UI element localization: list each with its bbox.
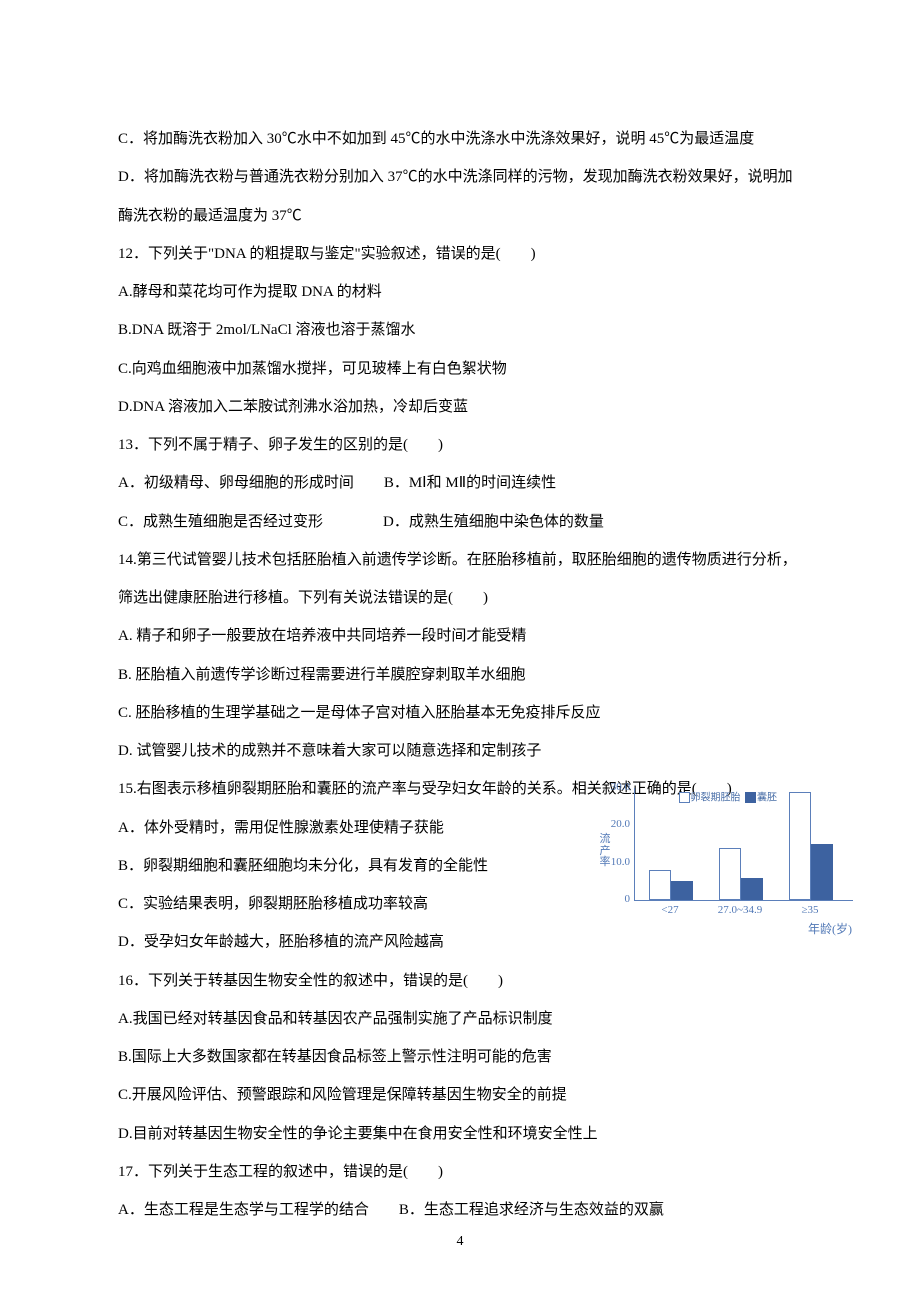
q13-option-ab: A．初级精母、卵母细胞的形成时间 B．MⅠ和 MⅡ的时间连续性: [118, 464, 802, 502]
chart-y-tick: 0: [600, 894, 630, 905]
chart-x-tick: ≥35: [782, 905, 838, 916]
chart-bar: [649, 870, 671, 900]
q16-option-d: D.目前对转基因生物安全性的争论主要集中在食用安全性和环境安全性上: [118, 1115, 802, 1153]
q12-stem: 12．下列关于"DNA 的粗提取与鉴定"实验叙述，错误的是( ): [118, 235, 802, 273]
chart-y-tick: 30.0: [600, 782, 630, 793]
chart-bar: [671, 881, 693, 900]
chart-x-tick: <27: [642, 905, 698, 916]
q17-stem: 17．下列关于生态工程的叙述中，错误的是( ): [118, 1153, 802, 1191]
legend-label-cleavage: 卵裂期胚胎: [691, 792, 741, 803]
document-page: C．将加酶洗衣粉加入 30℃水中不如加到 45℃的水中洗涤水中洗涤效果好，说明 …: [0, 0, 920, 1302]
q12-option-b: B.DNA 既溶于 2mol/LNaCl 溶液也溶于蒸馏水: [118, 311, 802, 349]
q11-option-c: C．将加酶洗衣粉加入 30℃水中不如加到 45℃的水中洗涤水中洗涤效果好，说明 …: [118, 120, 802, 158]
q13-option-cd: C．成熟生殖细胞是否经过变形 D．成熟生殖细胞中染色体的数量: [118, 503, 802, 541]
chart-bar: [811, 844, 833, 900]
q14-option-a: A. 精子和卵子一般要放在培养液中共同培养一段时间才能受精: [118, 617, 802, 655]
q16-option-b: B.国际上大多数国家都在转基因食品标签上警示性注明可能的危害: [118, 1038, 802, 1076]
q16-option-a: A.我国已经对转基因食品和转基因农产品强制实施了产品标识制度: [118, 1000, 802, 1038]
q14-option-b: B. 胚胎植入前遗传学诊断过程需要进行羊膜腔穿刺取羊水细胞: [118, 656, 802, 694]
chart-y-tick: 10.0: [600, 857, 630, 868]
chart-y-tick: 20.0: [600, 819, 630, 830]
legend-swatch-blastocyst: [745, 792, 756, 803]
q11-option-d: D．将加酶洗衣粉与普通洗衣粉分别加入 37℃的水中洗涤同样的污物，发现加酶洗衣粉…: [118, 158, 802, 235]
q12-option-c: C.向鸡血细胞液中加蒸馏水搅拌，可见玻棒上有白色絮状物: [118, 350, 802, 388]
chart-x-tick: 27.0~34.9: [712, 905, 768, 916]
miscarriage-rate-chart: 流产率 卵裂期胚胎 囊胚 年龄(岁) 010.020.030.0<2727.0~…: [602, 788, 862, 948]
chart-plot-area: 卵裂期胚胎 囊胚: [634, 788, 853, 901]
chart-bar: [719, 848, 741, 900]
q16-option-c: C.开展风险评估、预警跟踪和风险管理是保障转基因生物安全的前提: [118, 1076, 802, 1114]
q14-option-c: C. 胚胎移植的生理学基础之一是母体子宫对植入胚胎基本无免疫排斥反应: [118, 694, 802, 732]
chart-legend: 卵裂期胚胎 囊胚: [679, 792, 778, 804]
page-number: 4: [0, 1224, 920, 1260]
q12-option-a: A.酵母和菜花均可作为提取 DNA 的材料: [118, 273, 802, 311]
q12-option-d: D.DNA 溶液加入二苯胺试剂沸水浴加热，冷却后变蓝: [118, 388, 802, 426]
q13-stem: 13．下列不属于精子、卵子发生的区别的是( ): [118, 426, 802, 464]
legend-swatch-cleavage: [679, 792, 690, 803]
q14-option-d: D. 试管婴儿技术的成熟并不意味着大家可以随意选择和定制孩子: [118, 732, 802, 770]
chart-bar: [789, 792, 811, 900]
chart-bar: [741, 878, 763, 900]
chart-x-axis-title: 年龄(岁): [808, 923, 852, 935]
q14-stem: 14.第三代试管婴儿技术包括胚胎植入前遗传学诊断。在胚胎移植前，取胚胎细胞的遗传…: [118, 541, 802, 618]
q16-stem: 16．下列关于转基因生物安全性的叙述中，错误的是( ): [118, 962, 802, 1000]
legend-label-blastocyst: 囊胚: [757, 792, 777, 803]
